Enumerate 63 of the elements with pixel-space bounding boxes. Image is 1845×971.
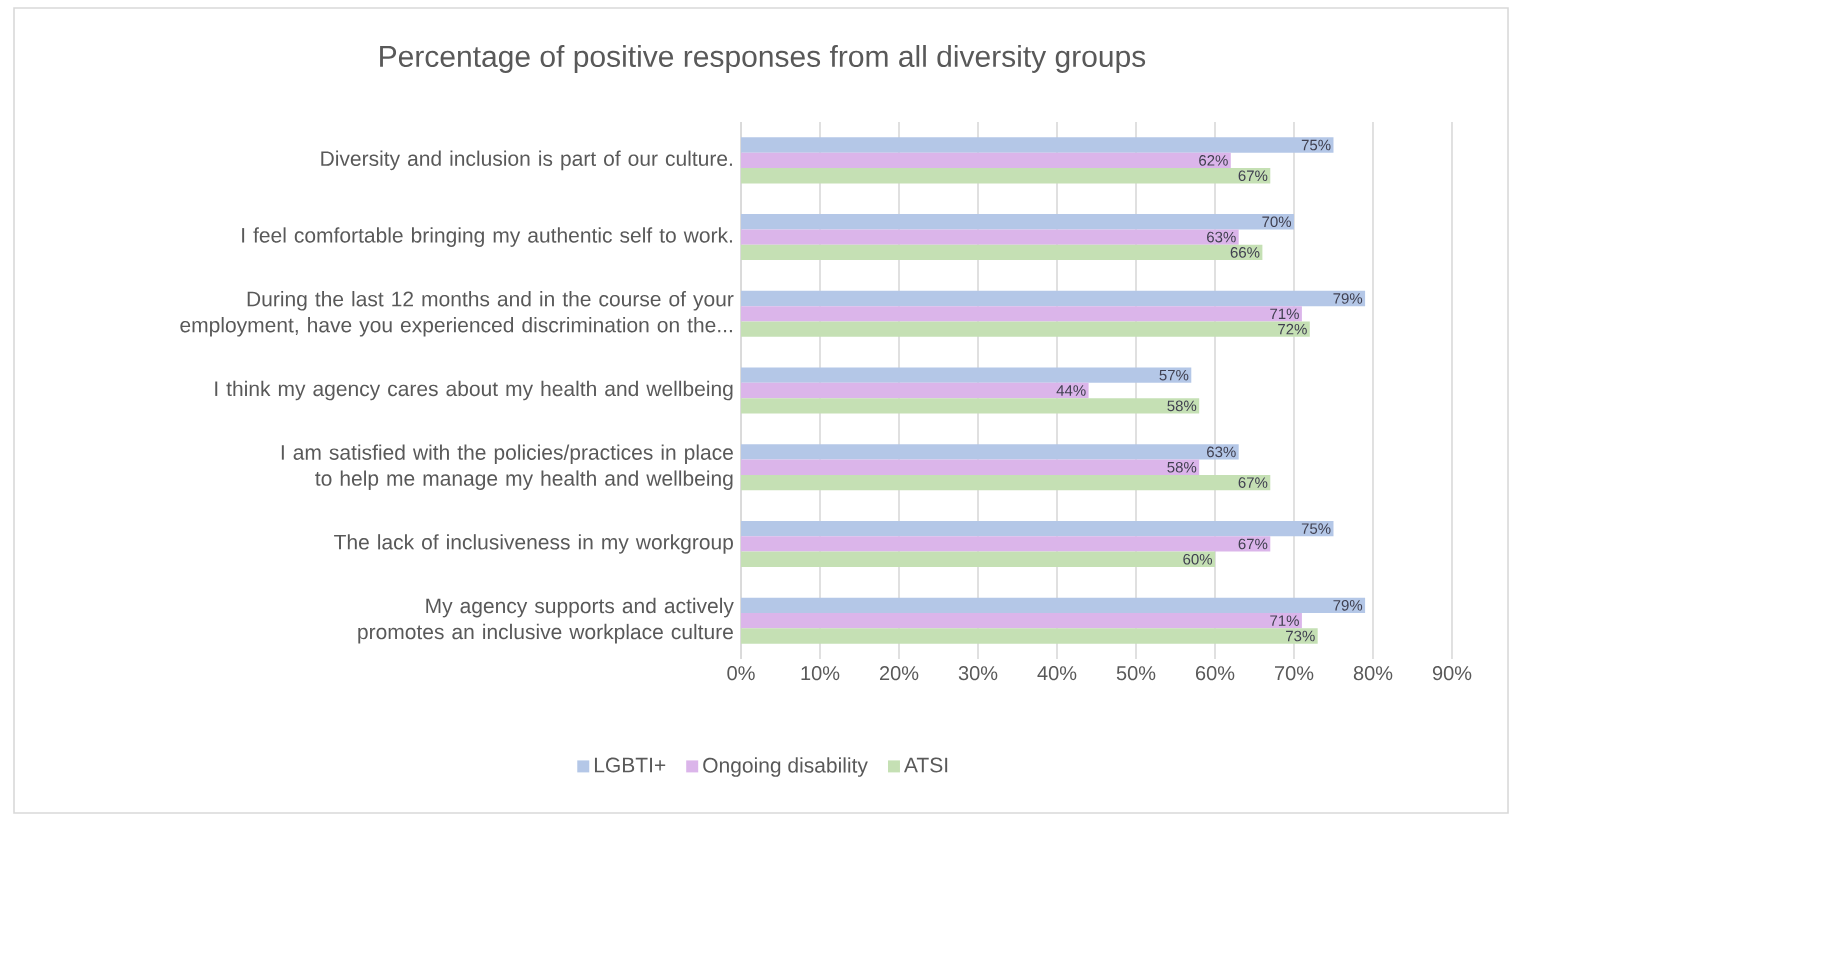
data-label: 58% xyxy=(1167,400,1197,412)
data-label: 67% xyxy=(1238,477,1268,488)
bar xyxy=(741,474,1271,491)
bar xyxy=(741,382,1089,399)
bar xyxy=(741,306,1302,322)
bar xyxy=(741,229,1239,245)
data-label: 67% xyxy=(1238,170,1268,182)
bar xyxy=(741,551,1215,567)
bar xyxy=(741,612,1302,629)
data-label: 62% xyxy=(1199,155,1228,166)
y-tick-label: My agency supports and actively promotes an inclusive workplace culture xyxy=(358,597,734,644)
data-label: 71% xyxy=(1270,615,1299,626)
data-label: 79% xyxy=(1333,600,1363,611)
x-tick-label: 60% xyxy=(1195,666,1235,681)
y-tick-label: During the last 12 months and in the course of your employment, have you experienced discrimination on the... xyxy=(180,291,734,337)
data-label: 72% xyxy=(1278,323,1307,335)
data-label: 66% xyxy=(1230,247,1260,258)
bar xyxy=(741,367,1192,383)
data-label: 44% xyxy=(1056,385,1086,396)
bar xyxy=(741,444,1239,460)
bar xyxy=(741,168,1271,184)
y-tick-label: I feel comfortable bringing my authentic self to work. xyxy=(242,227,732,247)
data-label: 63% xyxy=(1207,231,1236,243)
x-tick-label: 20% xyxy=(879,666,919,681)
bar xyxy=(741,398,1200,414)
data-label: 63% xyxy=(1207,446,1236,458)
data-label: 75% xyxy=(1301,139,1331,151)
bar xyxy=(741,137,1334,153)
x-tick-label: 0% xyxy=(727,666,755,681)
data-label: 79% xyxy=(1333,293,1363,304)
x-tick-label: 70% xyxy=(1275,666,1314,681)
legend-label: ATSI xyxy=(904,757,948,773)
bar xyxy=(741,214,1294,230)
data-label: 73% xyxy=(1286,630,1315,642)
data-label: 75% xyxy=(1301,523,1331,534)
x-tick-label: 90% xyxy=(1432,666,1472,681)
x-tick-label: 80% xyxy=(1353,666,1393,681)
y-tick-label: I think my agency cares about my health and wellbeing xyxy=(215,380,733,401)
bar xyxy=(741,628,1318,644)
data-label: 67% xyxy=(1238,538,1268,550)
y-tick-label: I am satisfied with the policies/practices in place to help me manage my health and wellbeing xyxy=(281,444,733,491)
x-tick-label: 50% xyxy=(1116,666,1156,681)
x-tick-label: 10% xyxy=(801,666,840,681)
legend-label: LGBTI+ xyxy=(594,757,666,773)
legend-label: Ongoing disability xyxy=(703,757,868,777)
data-label: 60% xyxy=(1183,553,1213,565)
data-label: 71% xyxy=(1270,308,1299,320)
data-label: 70% xyxy=(1262,216,1292,228)
x-tick-label: 40% xyxy=(1037,666,1077,681)
bar xyxy=(741,321,1310,337)
x-tick-label: 30% xyxy=(958,666,998,681)
y-tick-label: The lack of inclusiveness in my workgroup xyxy=(334,534,733,554)
bar xyxy=(741,290,1366,307)
bar xyxy=(741,459,1200,475)
bar xyxy=(741,597,1366,613)
chart-title: Percentage of positive responses from all diversity groups xyxy=(380,45,1146,73)
bar xyxy=(741,244,1263,261)
data-label: 58% xyxy=(1167,461,1197,473)
bar xyxy=(741,520,1334,537)
bar xyxy=(741,152,1231,169)
data-label: 57% xyxy=(1159,369,1189,381)
y-tick-label: Diversity and inclusion is part of our culture. xyxy=(321,150,732,171)
bar xyxy=(741,536,1271,552)
